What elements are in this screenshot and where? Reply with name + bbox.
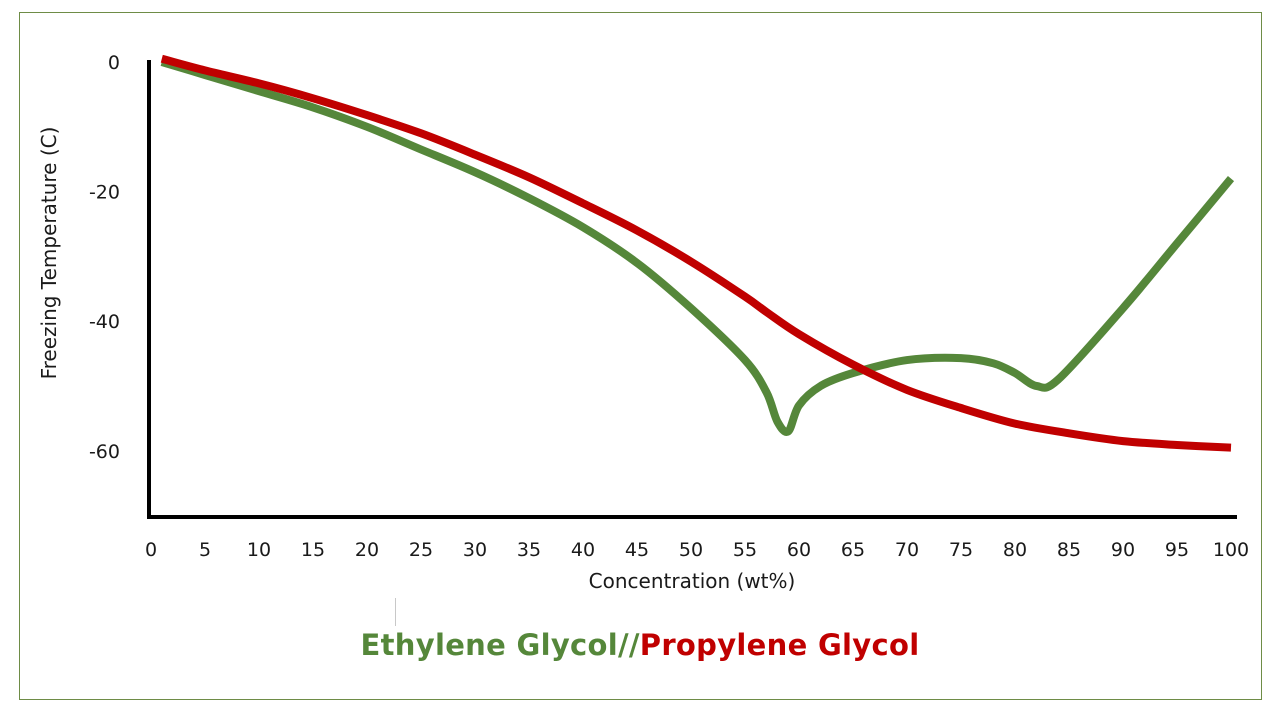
- chart-frame: [19, 12, 1262, 700]
- x-tick-label: 20: [355, 539, 379, 561]
- x-tick-label: 40: [571, 539, 595, 561]
- legend-separator: //: [617, 628, 640, 662]
- ethylene-glycol-line: [160, 58, 1235, 436]
- x-tick-label: 85: [1057, 539, 1081, 561]
- axes: [147, 60, 1237, 519]
- x-tick-label: 55: [733, 539, 757, 561]
- divider-mark: [395, 598, 396, 626]
- y-tick-label: -20: [89, 182, 120, 204]
- x-tick-label: 75: [949, 539, 973, 561]
- x-tick-label: 95: [1165, 539, 1189, 561]
- x-axis-title: Concentration (wt%): [589, 569, 796, 593]
- series-lines: [160, 54, 1235, 452]
- x-tick-label: 80: [1003, 539, 1027, 561]
- x-tick-label: 15: [301, 539, 325, 561]
- x-tick-label: 25: [409, 539, 433, 561]
- x-tick-label: 100: [1213, 539, 1249, 561]
- y-tick-label: -40: [89, 311, 120, 333]
- x-tick-label: 65: [841, 539, 865, 561]
- x-tick-label: 10: [247, 539, 271, 561]
- legend-ethylene-glycol: Ethylene Glycol: [360, 628, 618, 662]
- x-tick-label: 0: [145, 539, 157, 561]
- x-tick-label: 50: [679, 539, 703, 561]
- x-tick-label: 60: [787, 539, 811, 561]
- y-axis-title: Freezing Temperature (C): [37, 127, 61, 380]
- x-tick-label: 45: [625, 539, 649, 561]
- x-tick-label: 70: [895, 539, 919, 561]
- x-tick-label: 90: [1111, 539, 1135, 561]
- legend: Ethylene Glycol//Propylene Glycol: [0, 628, 1280, 662]
- y-tick-labels: 0 -20 -40 -60: [89, 52, 120, 463]
- x-tick-label: 35: [517, 539, 541, 561]
- x-tick-labels: 0 5 10 15 20 25 30 35 40 45 50 55 60 65 70 75 80 85 90 95 10…: [145, 539, 1249, 561]
- x-tick-label: 30: [463, 539, 487, 561]
- propylene-glycol-line: [160, 54, 1232, 452]
- y-tick-label: -60: [89, 441, 120, 463]
- legend-propylene-glycol: Propylene Glycol: [639, 628, 920, 662]
- y-tick-label: 0: [108, 52, 120, 74]
- x-tick-label: 5: [199, 539, 211, 561]
